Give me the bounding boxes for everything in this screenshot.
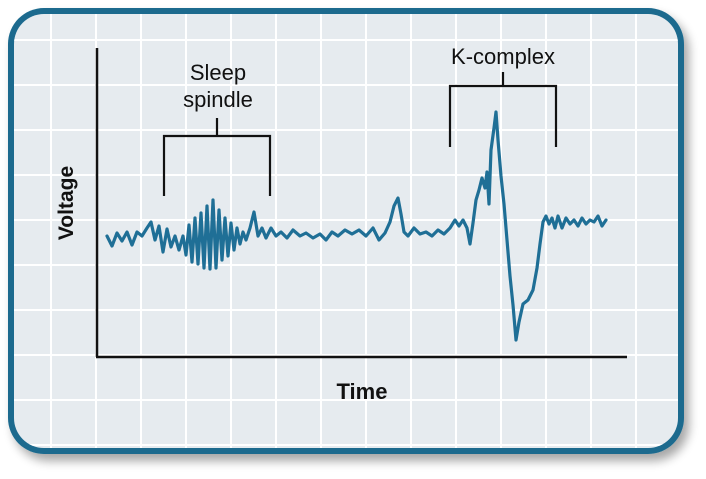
k-complex-bracket: [448, 72, 558, 147]
sleep-spindle-label-line2: spindle: [183, 87, 253, 112]
sleep-spindle-bracket: [162, 118, 272, 196]
sleep-spindle-label-line1: Sleep: [190, 60, 246, 85]
y-axis-label: Voltage: [55, 166, 78, 240]
eeg-trace: [105, 110, 608, 342]
k-complex-label: K-complex: [451, 44, 555, 69]
x-axis-label: Time: [337, 379, 388, 404]
